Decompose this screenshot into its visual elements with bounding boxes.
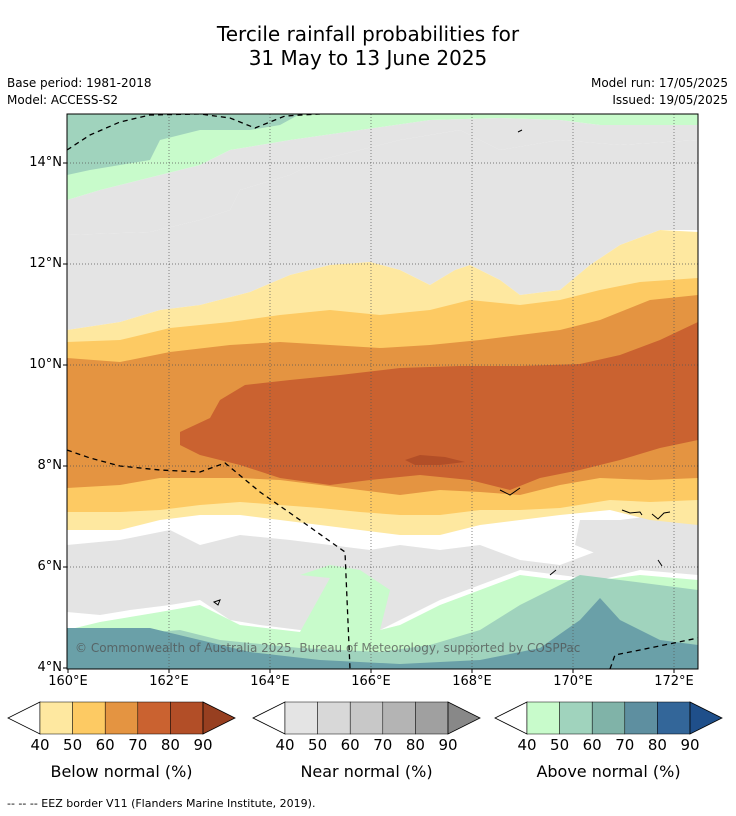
lat-label-10n: 10°N [29, 357, 62, 372]
near-colorbar-right-cap [447, 701, 481, 735]
above-colorbar-swatch [526, 701, 560, 735]
island-outline [499, 487, 521, 496]
lon-label-170e: 170°E [553, 674, 593, 689]
above-normal-region-nw [67, 114, 698, 200]
near-colorbar-tick: 60 [340, 736, 360, 754]
lon-label-164e: 164°E [250, 674, 290, 689]
above-colorbar-tick: 40 [517, 736, 537, 754]
near-normal-region-north [67, 130, 698, 330]
copyright-credit: © Commonwealth of Australia 2025, Bureau… [75, 641, 581, 655]
colorbars [7, 701, 723, 735]
lat-label-8n: 8°N [37, 458, 63, 473]
below-colorbar-swatch [72, 701, 106, 735]
near-colorbar-tick: 70 [373, 736, 393, 754]
near-colorbar-label: Near normal (%) [300, 762, 433, 781]
below-colorbar-swatch [104, 701, 139, 735]
island-outlines [212, 129, 671, 606]
map-frame [66, 113, 699, 670]
below-normal-80-patch [405, 455, 465, 465]
model-name: Model: ACCESS-S2 [7, 93, 119, 107]
below-colorbar-swatch [170, 701, 204, 735]
near-colorbar-swatch [349, 701, 384, 735]
lon-label-160e: 160°E [48, 674, 88, 689]
near-normal-region-east [575, 515, 698, 555]
title-line-1: Tercile rainfall probabilities for [216, 22, 520, 46]
above-colorbar-swatch [591, 701, 626, 735]
above-colorbar-left-cap [494, 701, 528, 735]
above-colorbar-tick: 80 [647, 736, 667, 754]
near-colorbar-swatch [415, 701, 449, 735]
graticule [67, 114, 698, 669]
lat-label-6n: 6°N [37, 559, 63, 574]
above-normal-region-south-60 [67, 598, 698, 669]
below-colorbar-tick: 50 [63, 736, 83, 754]
below-normal-70-band [180, 322, 698, 490]
axis-ticks [63, 162, 675, 673]
eez-footer-note: -- -- -- EEZ border V11 (Flanders Marine… [7, 797, 316, 810]
below-colorbar-label: Below normal (%) [50, 762, 193, 781]
above-colorbar-label: Above normal (%) [536, 762, 681, 781]
above-colorbar-tick: 70 [615, 736, 635, 754]
lon-label-162e: 162°E [149, 674, 189, 689]
below-colorbar-tick: 40 [30, 736, 50, 754]
map-title: Tercile rainfall probabilities for 31 Ma… [0, 22, 736, 70]
island-outline [651, 511, 671, 520]
below-colorbar-tick: 60 [95, 736, 115, 754]
eez-borders [67, 114, 698, 669]
island-outline [549, 569, 557, 576]
above-normal-region-south-50 [67, 575, 698, 669]
below-colorbar-tick: 70 [128, 736, 148, 754]
above-colorbar-swatch [559, 701, 593, 735]
island-outline [212, 599, 221, 606]
above-colorbar-right-cap [689, 701, 723, 735]
eez-border-south [67, 449, 351, 669]
near-colorbar-swatch [317, 701, 351, 735]
above-colorbar-swatch [624, 701, 658, 735]
below-colorbar-tick: 80 [160, 736, 180, 754]
near-colorbar-swatch [382, 701, 416, 735]
lon-label-166e: 166°E [351, 674, 391, 689]
eez-border-north [67, 114, 321, 151]
near-colorbar-swatch [284, 701, 318, 735]
near-colorbar-tick: 50 [308, 736, 328, 754]
near-colorbar-tick: 80 [405, 736, 425, 754]
above-normal-region-nw-50 [67, 114, 300, 175]
island-outline [621, 509, 643, 516]
eez-border-east [609, 637, 698, 669]
below-colorbar-tick: 90 [193, 736, 213, 754]
above-colorbar-tick: 50 [550, 736, 570, 754]
above-colorbar-tick: 90 [680, 736, 700, 754]
near-colorbar-left-cap [252, 701, 286, 735]
meta-left: Base period: 1981-2018 Model: ACCESS-S2 [7, 75, 152, 109]
near-colorbar-tick: 90 [438, 736, 458, 754]
below-colorbar-swatch [137, 701, 171, 735]
issued-date: Issued: 19/05/2025 [612, 93, 728, 107]
model-run: Model run: 17/05/2025 [590, 76, 728, 90]
lat-label-14n: 14°N [29, 155, 62, 170]
island-outline [657, 559, 663, 567]
near-colorbar-tick: 40 [275, 736, 295, 754]
lat-label-4n: 4°N [37, 660, 63, 675]
above-colorbar-swatch [657, 701, 691, 735]
below-colorbar-swatch [39, 701, 73, 735]
island-outline [517, 129, 523, 133]
below-colorbar-left-cap [7, 701, 41, 735]
lat-label-12n: 12°N [29, 256, 62, 271]
map-area [67, 114, 698, 669]
lon-label-172e: 172°E [654, 674, 694, 689]
title-line-2: 31 May to 13 June 2025 [248, 46, 488, 70]
base-period: Base period: 1981-2018 [7, 76, 152, 90]
near-normal-region-top [67, 118, 698, 235]
lon-label-168e: 168°E [452, 674, 492, 689]
below-colorbar-right-cap [202, 701, 236, 735]
meta-right: Model run: 17/05/2025 Issued: 19/05/2025 [591, 75, 728, 109]
above-colorbar-tick: 60 [582, 736, 602, 754]
